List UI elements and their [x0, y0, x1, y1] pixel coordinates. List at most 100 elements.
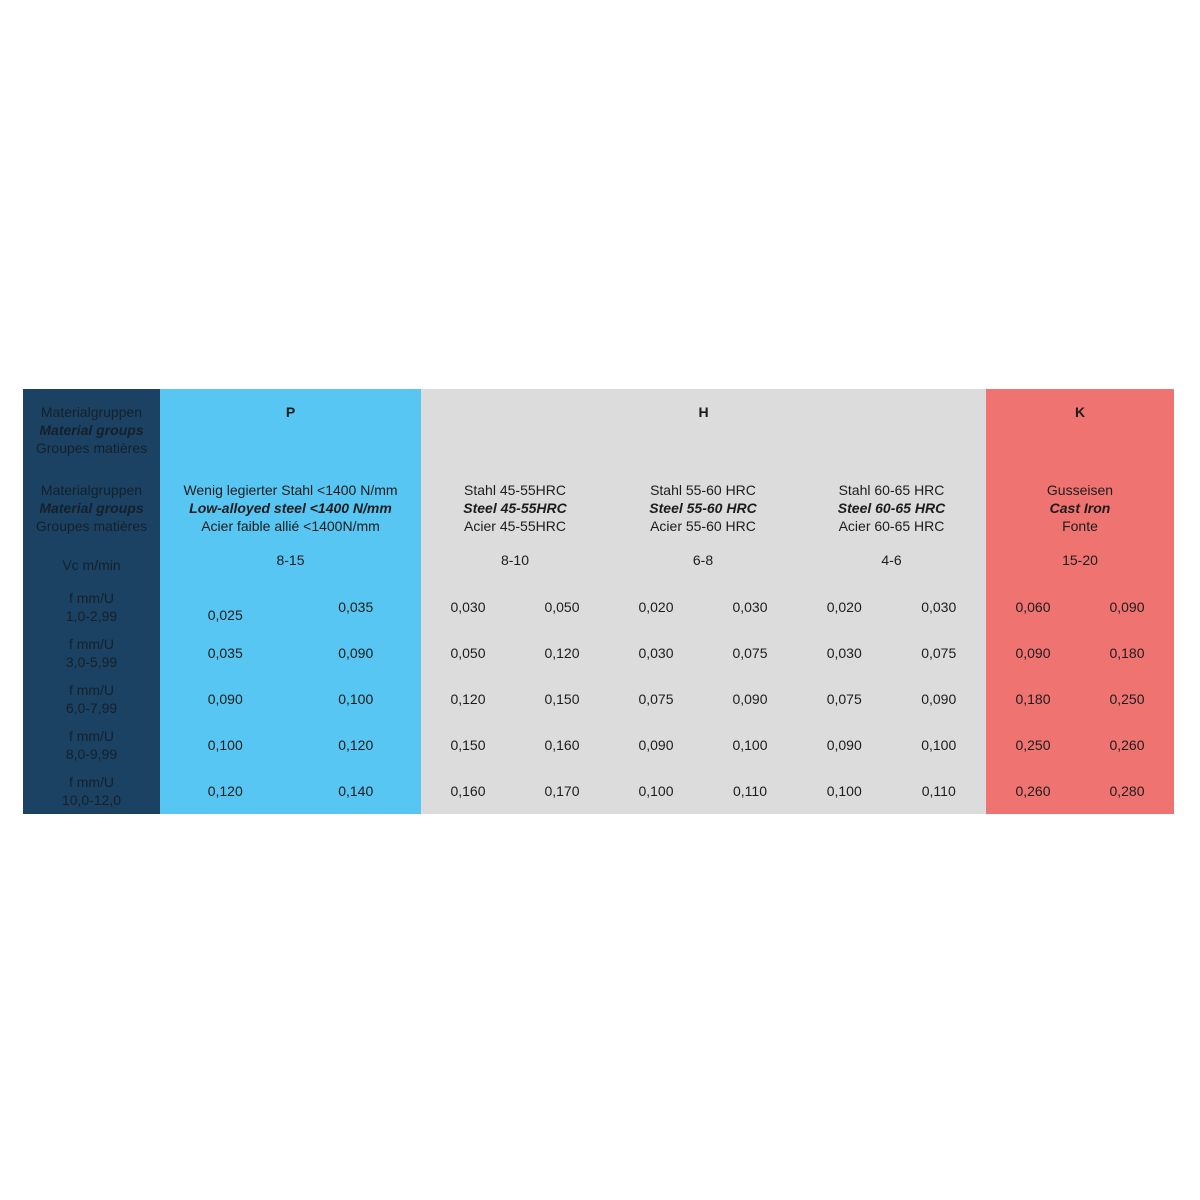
feed-row-label: f mm/U 1,0-2,99 [23, 584, 160, 630]
feed-values: 0,035 0,090 [160, 630, 421, 676]
vc-label-text: Vc m/min [62, 556, 121, 573]
feed-value: 0,090 [826, 737, 862, 753]
material-en: Steel 55-60 HRC [649, 499, 757, 516]
feed-value: 0,180 [1015, 691, 1051, 707]
feed-value: 0,150 [544, 691, 580, 707]
material-de: Wenig legierter Stahl <1400 N/mm [183, 481, 398, 498]
vc-text: 8-15 [276, 552, 305, 568]
material-cell: Gusseisen Cast Iron Fonte [986, 470, 1174, 545]
material-groups-label: Materialgruppen Material groups Groupes ma… [23, 470, 160, 545]
material-en: Steel 45-55HRC [463, 499, 567, 516]
feed-value: 0,250 [1109, 691, 1145, 707]
material-cell: Stahl 60-65 HRC Steel 60-65 HRC Acier 60-6… [797, 470, 986, 545]
material-fr: Fonte [1062, 517, 1098, 534]
feed-value: 0,100 [921, 737, 957, 753]
material-de: Stahl 45-55HRC [464, 481, 566, 498]
label-line: Materialgruppen [40, 403, 143, 420]
feed-value: 0,030 [826, 645, 862, 661]
feed-value: 0,250 [1015, 737, 1051, 753]
feed-value: 0,100 [826, 783, 862, 799]
material-de: Stahl 60-65 HRC [838, 481, 945, 498]
feed-values: 0,180 0,250 [986, 676, 1174, 722]
feed-values: 0,075 0,090 [797, 676, 986, 722]
feed-values: 0,120 0,140 [160, 768, 421, 814]
feed-values: 0,100 0,110 [797, 768, 986, 814]
feed-value: 0,035 [338, 599, 374, 615]
feed-value: 0,140 [338, 783, 374, 799]
feed-value: 0,020 [826, 599, 862, 615]
vc-text: 15-20 [1062, 552, 1098, 568]
material-fr: Acier 45-55HRC [464, 517, 566, 534]
vc-value: 15-20 [986, 545, 1174, 584]
material-groups-label: Materialgruppen Material groups Groupes ma… [23, 389, 160, 470]
feed-values: 0,090 0,100 [160, 676, 421, 722]
feed-value: 0,110 [921, 783, 956, 799]
feed-value: 0,160 [544, 737, 580, 753]
feed-values: 0,100 0,110 [609, 768, 797, 814]
feed-value: 0,035 [207, 645, 243, 661]
vc-text: 4-6 [881, 552, 902, 568]
feed-label: f mm/U [68, 590, 115, 606]
feed-value: 0,260 [1109, 737, 1145, 753]
feed-label: f mm/U [68, 774, 115, 790]
label-line: Material groups [39, 499, 144, 516]
label-line: Material groups [39, 421, 144, 438]
material-fr: Acier faible allié <1400N/mm [201, 517, 380, 534]
feed-value: 0,100 [638, 783, 674, 799]
feed-value: 0,090 [207, 691, 243, 707]
feed-row-label: f mm/U 8,0-9,99 [23, 722, 160, 768]
feed-values: 0,160 0,170 [421, 768, 609, 814]
feed-value: 0,090 [1015, 645, 1051, 661]
feed-values: 0,075 0,090 [609, 676, 797, 722]
vc-value: 4-6 [797, 545, 986, 584]
feed-values: 0,030 0,050 [421, 584, 609, 630]
feed-value: 0,120 [338, 737, 374, 753]
feed-value: 0,020 [638, 599, 674, 615]
feed-value: 0,120 [544, 645, 580, 661]
feed-value: 0,120 [207, 783, 243, 799]
group-code: P [285, 404, 296, 420]
feed-values: 0,150 0,160 [421, 722, 609, 768]
feed-value: 0,030 [921, 599, 957, 615]
feed-range: 6,0-7,99 [65, 700, 118, 716]
label-line: Materialgruppen [40, 481, 143, 498]
feed-row-label: f mm/U 3,0-5,99 [23, 630, 160, 676]
feed-value: 0,025 [207, 607, 243, 623]
feed-range: 3,0-5,99 [65, 654, 118, 670]
feed-value: 0,180 [1109, 645, 1145, 661]
material-cell: Stahl 45-55HRC Steel 45-55HRC Acier 45-55H… [421, 470, 609, 545]
feed-values: 0,020 0,030 [609, 584, 797, 630]
feed-value: 0,050 [450, 645, 486, 661]
vc-value: 8-10 [421, 545, 609, 584]
feed-range: 1,0-2,99 [65, 608, 118, 624]
feed-label: f mm/U [68, 636, 115, 652]
vc-label: Vc m/min [23, 545, 160, 584]
material-fr: Acier 60-65 HRC [838, 517, 945, 534]
feed-value: 0,090 [1109, 599, 1145, 615]
label-line: Groupes matières [35, 439, 148, 456]
feed-value: 0,030 [450, 599, 486, 615]
feed-value: 0,075 [826, 691, 862, 707]
material-de: Gusseisen [1046, 481, 1114, 498]
material-en: Cast Iron [1049, 499, 1111, 516]
feed-value: 0,060 [1015, 599, 1051, 615]
feed-value: 0,260 [1015, 783, 1051, 799]
feed-values: 0,025 0,035 [160, 584, 421, 630]
feed-values: 0,090 0,100 [609, 722, 797, 768]
vc-value: 6-8 [609, 545, 797, 584]
feed-value: 0,075 [921, 645, 957, 661]
vc-text: 6-8 [692, 552, 714, 568]
material-en: Low-alloyed steel <1400 N/mm [189, 499, 392, 516]
feed-value: 0,100 [207, 737, 243, 753]
feed-label: f mm/U [68, 728, 115, 744]
feed-values: 0,030 0,075 [797, 630, 986, 676]
vc-value: 8-15 [160, 545, 421, 584]
group-code: K [1074, 404, 1086, 420]
feed-row-label: f mm/U 6,0-7,99 [23, 676, 160, 722]
feed-value: 0,090 [732, 691, 768, 707]
group-header-p: P [160, 389, 421, 470]
feed-value: 0,120 [450, 691, 486, 707]
material-de: Stahl 55-60 HRC [650, 481, 756, 498]
group-header-h: H [421, 389, 986, 470]
material-cell: Stahl 55-60 HRC Steel 55-60 HRC Acier 55-6… [609, 470, 797, 545]
